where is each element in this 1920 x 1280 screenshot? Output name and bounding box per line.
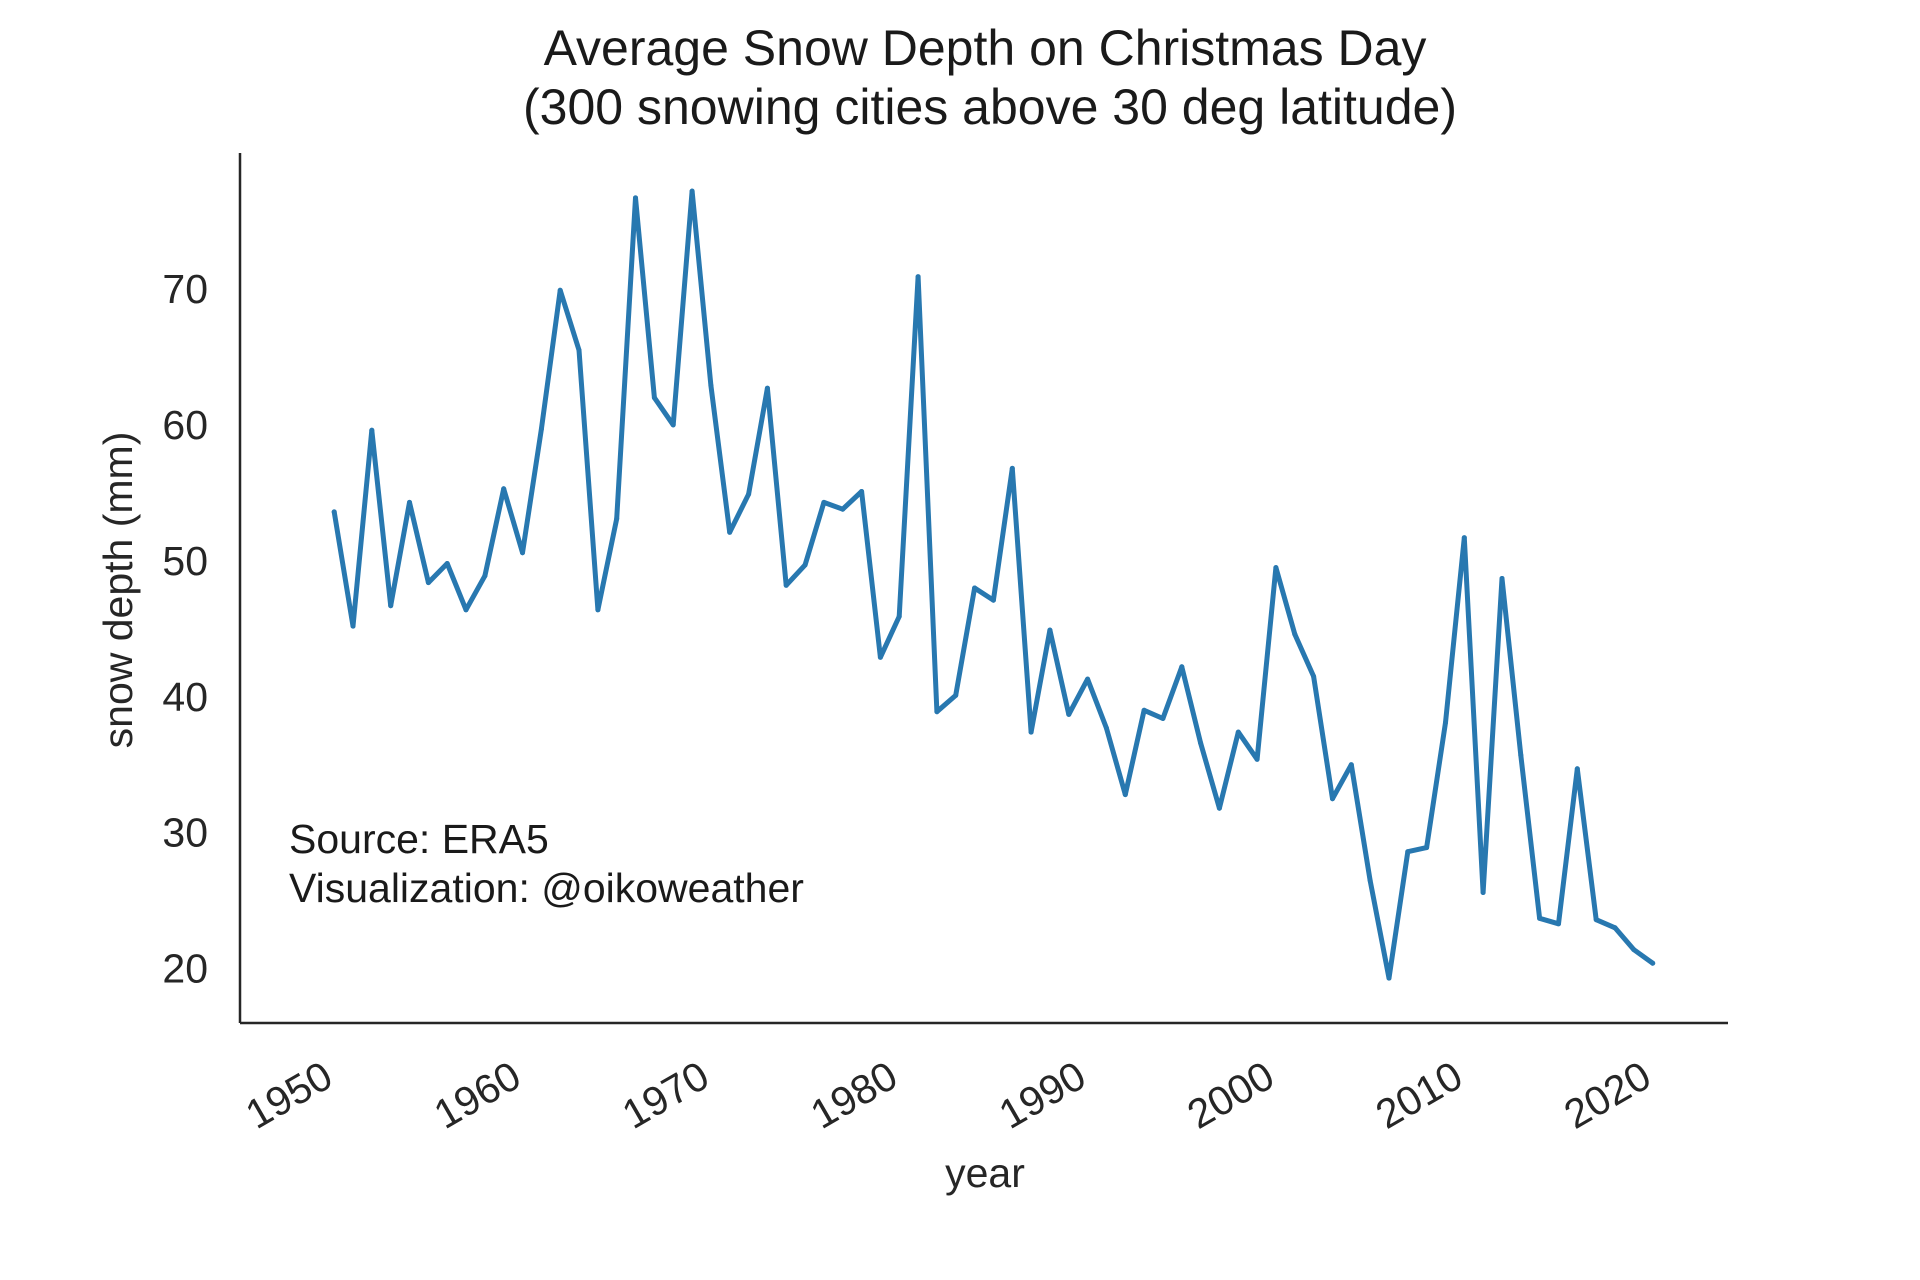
data-point (1405, 849, 1411, 855)
data-point (1650, 960, 1656, 966)
data-point (1631, 947, 1637, 953)
data-point (783, 582, 789, 588)
data-point (1235, 729, 1241, 735)
data-point (915, 274, 921, 280)
data-point (595, 607, 601, 613)
data-point (633, 195, 638, 201)
data-point (1066, 711, 1072, 717)
data-point (934, 709, 940, 715)
data-point (1480, 890, 1486, 895)
data-point (1216, 805, 1222, 811)
data-point (990, 597, 996, 603)
data-point (501, 486, 507, 492)
data-point (1367, 877, 1373, 883)
data-point (407, 499, 412, 505)
data-point (1028, 729, 1034, 735)
data-point (764, 385, 770, 391)
data-point (1386, 975, 1392, 981)
data-point (1273, 565, 1279, 571)
data-point (1518, 752, 1524, 758)
data-point (1593, 917, 1599, 923)
data-point (1198, 740, 1204, 746)
data-point (1311, 673, 1317, 679)
x-tick-label: 2010 (1368, 1052, 1470, 1137)
data-point (1254, 756, 1260, 762)
y-tick-label: 30 (162, 810, 208, 856)
data-point (1556, 921, 1561, 927)
data-point (972, 585, 978, 591)
data-point (1537, 915, 1543, 921)
data-point (746, 491, 752, 497)
x-axis-label: year (945, 1150, 1025, 1196)
x-tick-label: 1990 (991, 1052, 1093, 1137)
data-point (821, 499, 827, 505)
data-point (1330, 796, 1335, 802)
data-point (859, 489, 865, 494)
y-tick-labels: 20 30 40 50 60 70 (162, 266, 208, 992)
y-tick-label: 70 (162, 266, 208, 312)
y-tick-label: 20 (162, 946, 208, 992)
source-annotation: Source: ERA5 (289, 816, 549, 862)
data-point (1424, 845, 1430, 851)
y-axis-label: snow depth (mm) (95, 432, 141, 749)
data-point (350, 623, 356, 629)
data-point (1499, 576, 1505, 581)
data-point (840, 506, 846, 512)
data-point (1047, 627, 1053, 633)
data-point (896, 614, 902, 619)
x-tick-label: 1970 (615, 1052, 717, 1137)
data-point (1085, 676, 1091, 682)
chart-title: Average Snow Depth on Christmas Day (544, 20, 1427, 76)
data-point (670, 422, 676, 428)
x-tick-label: 1950 (238, 1052, 340, 1137)
data-point (802, 562, 808, 568)
y-tick-label: 60 (162, 402, 208, 448)
data-point (425, 580, 431, 586)
data-point (557, 287, 563, 293)
chart-subtitle: (300 snowing cities above 30 deg latitud… (523, 79, 1457, 135)
data-point (1292, 631, 1298, 637)
y-tick-label: 40 (162, 674, 208, 720)
data-point (953, 692, 959, 698)
data-point (1461, 535, 1467, 541)
data-point (708, 383, 714, 388)
data-point (1574, 766, 1580, 772)
data-point (520, 550, 525, 556)
data-point (1179, 664, 1185, 670)
data-point (1103, 725, 1109, 731)
data-point (369, 427, 375, 433)
credit-annotation: Visualization: @oikoweather (289, 865, 804, 911)
data-point (1612, 925, 1618, 931)
data-point (1009, 465, 1015, 471)
data-point (651, 395, 657, 401)
data-point (877, 654, 883, 660)
series-group (331, 188, 1656, 981)
x-tick-labels: 1950 1960 1970 1980 1990 2000 2010 2020 (238, 1052, 1658, 1137)
data-point (614, 516, 620, 522)
data-point (482, 573, 488, 579)
data-point (538, 426, 544, 432)
data-point (1160, 716, 1166, 721)
x-tick-label: 2020 (1556, 1052, 1658, 1137)
data-point (444, 561, 450, 566)
data-point (388, 603, 394, 609)
data-point (1141, 707, 1147, 713)
data-point (331, 509, 337, 515)
x-tick-label: 1960 (426, 1052, 528, 1137)
data-point (1348, 762, 1354, 768)
data-point (727, 529, 733, 535)
data-point (463, 607, 469, 613)
x-tick-label: 2000 (1180, 1052, 1282, 1137)
data-point (689, 188, 695, 194)
x-tick-label: 1980 (803, 1052, 905, 1137)
data-point (1443, 720, 1448, 726)
data-point (576, 347, 582, 353)
data-point (1122, 792, 1128, 798)
y-tick-label: 50 (162, 538, 208, 584)
